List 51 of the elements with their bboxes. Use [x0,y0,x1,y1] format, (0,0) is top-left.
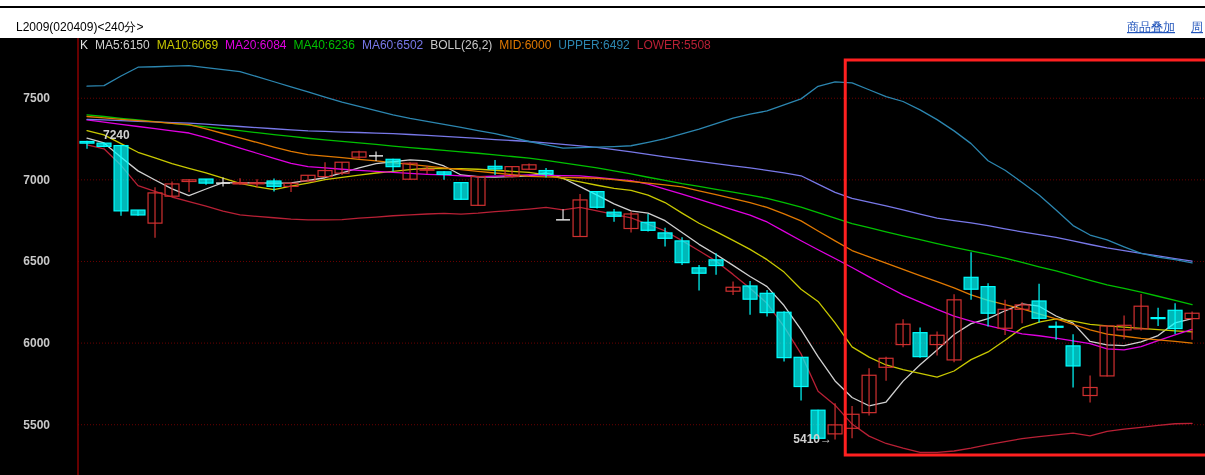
candlestick [708,252,724,276]
candlestick [368,151,384,162]
candlestick [674,236,690,266]
candlestick [725,280,741,296]
text: LOWER:5508 [636,38,712,52]
text: 周 [1191,20,1203,34]
y-tick-label: 7500 [23,91,51,106]
candlestick [895,318,911,348]
annotation: 7240 [103,127,131,142]
text: MA5:6150 [95,38,151,52]
text: MA10:6069 [156,38,219,52]
candlestick [351,150,367,160]
candlestick [1048,320,1064,341]
candlestick [861,367,877,417]
text: MA40:6236 [293,38,356,52]
candlestick [572,193,588,238]
candlestick [215,176,231,187]
y-tick-label: 6500 [23,254,51,269]
candlestick [283,181,299,193]
candlestick [657,227,673,248]
candlestick [691,264,707,292]
annotation: 5410→ [793,432,833,447]
candlestick [181,178,197,193]
y-tick-label: 6000 [23,336,51,351]
line-series [86,114,1193,306]
candlestick [878,356,894,382]
candlestick [555,208,571,221]
candlestick [1082,374,1098,404]
y-tick-label: 5500 [23,417,51,432]
text: MA20:6084 [225,38,287,52]
text: 商品叠加 [1127,20,1175,34]
y-tick-label: 7000 [23,172,51,187]
line-series [86,64,1193,264]
candlestick [623,210,639,234]
candlestick [538,167,554,179]
candlestick [1065,333,1081,389]
candlestick [487,159,503,176]
annotation: BOLL(26,2) [430,38,493,52]
candlestick [436,170,452,181]
candlestick [912,326,928,359]
candlestick [606,208,622,223]
chart-title: L2009(020409)<240分> [16,20,144,34]
candlestick [1184,310,1200,341]
text: UPPER:6492 [558,38,631,52]
text: MID:6000 [499,38,552,52]
candlestick [470,175,486,207]
candlestick [1031,283,1047,324]
candlestick [827,402,843,441]
legend-title: K [80,38,89,52]
text: MA60:6502 [361,38,424,52]
line-series [86,118,1193,262]
